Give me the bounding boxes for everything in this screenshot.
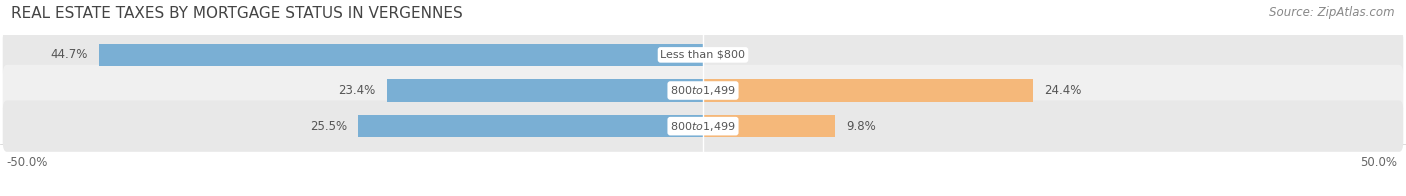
Bar bbox=[359, 115, 703, 137]
FancyBboxPatch shape bbox=[3, 101, 1403, 152]
Bar bbox=[703, 115, 835, 137]
Text: Source: ZipAtlas.com: Source: ZipAtlas.com bbox=[1270, 6, 1395, 19]
Text: 24.4%: 24.4% bbox=[1043, 84, 1081, 97]
Text: 0.0%: 0.0% bbox=[714, 48, 744, 61]
Text: 23.4%: 23.4% bbox=[339, 84, 375, 97]
Text: 9.8%: 9.8% bbox=[846, 120, 876, 133]
Text: Less than $800: Less than $800 bbox=[661, 50, 745, 60]
Bar bbox=[387, 79, 703, 102]
Text: 44.7%: 44.7% bbox=[51, 48, 87, 61]
Bar bbox=[98, 44, 703, 66]
Text: 25.5%: 25.5% bbox=[311, 120, 347, 133]
Bar bbox=[703, 79, 1033, 102]
Text: $800 to $1,499: $800 to $1,499 bbox=[671, 120, 735, 133]
Text: $800 to $1,499: $800 to $1,499 bbox=[671, 84, 735, 97]
FancyBboxPatch shape bbox=[3, 65, 1403, 116]
FancyBboxPatch shape bbox=[3, 29, 1403, 81]
Text: REAL ESTATE TAXES BY MORTGAGE STATUS IN VERGENNES: REAL ESTATE TAXES BY MORTGAGE STATUS IN … bbox=[11, 6, 463, 21]
